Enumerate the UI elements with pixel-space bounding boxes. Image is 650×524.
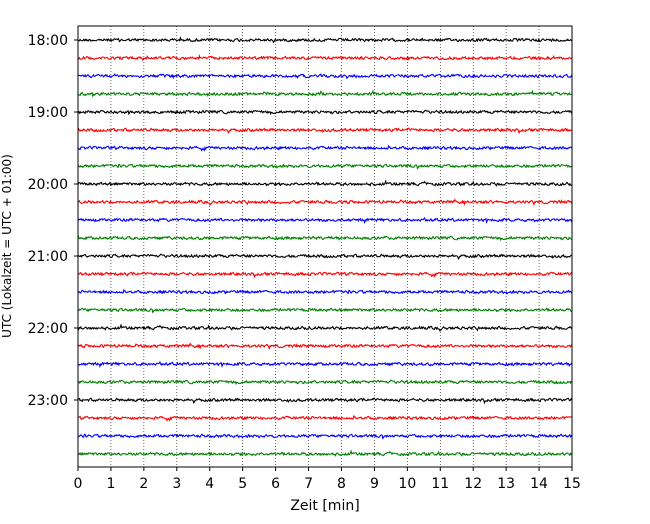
trace-line (77, 271, 573, 279)
trace-line (77, 163, 573, 170)
trace-line (77, 179, 573, 187)
trace-line (77, 288, 573, 295)
x-tick-label: 5 (238, 476, 247, 492)
x-tick-label: 14 (530, 476, 548, 492)
x-axis-ticks: 0 1 2 3 4 5 6 7 8 9 10 11 12 13 14 15 (74, 467, 581, 492)
x-tick-label: 15 (563, 476, 581, 492)
x-tick-label: 13 (497, 476, 515, 492)
seismic-traces (77, 35, 573, 457)
trace-line (77, 253, 573, 260)
plot-frame (77, 25, 573, 468)
y-tick-label: 20:00 (28, 177, 68, 193)
x-tick-label: 10 (398, 476, 416, 492)
x-tick-label: 9 (370, 476, 379, 492)
trace-line (77, 433, 573, 440)
x-tick-label: 1 (106, 476, 115, 492)
trace-line (77, 73, 573, 80)
x-tick-label: 2 (139, 476, 148, 492)
x-tick-label: 0 (74, 476, 83, 492)
trace-line (77, 109, 573, 116)
trace-line (77, 35, 573, 44)
x-axis-label: Zeit [min] (290, 498, 359, 514)
trace-line (77, 414, 573, 422)
y-tick-label: 19:00 (28, 105, 68, 121)
x-tick-label: 6 (271, 476, 280, 492)
x-tick-label: 3 (172, 476, 181, 492)
trace-line (77, 397, 573, 405)
x-tick-label: 7 (304, 476, 313, 492)
y-tick-label: 21:00 (28, 249, 68, 265)
trace-line (77, 235, 573, 242)
trace-line (77, 54, 573, 62)
y-axis-ticks: 18:00 19:00 20:00 21:00 22:00 23:00 (28, 33, 78, 409)
x-tick-label: 4 (205, 476, 214, 492)
x-tick-label: 8 (337, 476, 346, 492)
x-tick-label: 12 (464, 476, 482, 492)
trace-line (77, 198, 573, 207)
trace-line (77, 127, 573, 135)
trace-line (77, 379, 573, 386)
trace-line (77, 307, 573, 314)
trace-line (77, 216, 573, 225)
trace-line (77, 89, 573, 98)
trace-line (77, 144, 573, 152)
y-axis-label: UTC (Lokalzeit = UTC + 01:00) (0, 154, 14, 338)
x-tick-label: 11 (431, 476, 449, 492)
trace-line (77, 449, 573, 457)
y-tick-label: 23:00 (28, 393, 68, 409)
trace-line (77, 342, 573, 351)
plot-area (78, 26, 572, 467)
y-tick-label: 22:00 (28, 321, 68, 337)
y-tick-label: 18:00 (28, 33, 68, 49)
trace-line (77, 323, 573, 332)
trace-line (77, 360, 573, 369)
